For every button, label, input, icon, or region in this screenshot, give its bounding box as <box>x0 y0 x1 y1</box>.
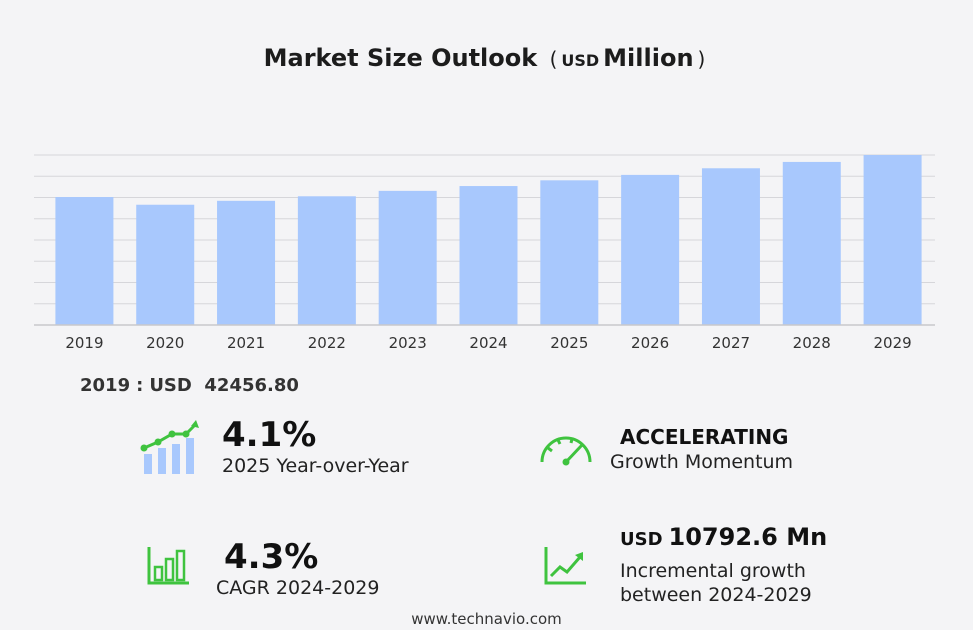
incremental-currency: USD <box>620 529 663 550</box>
yoy-stat: 4.1% 2025 Year-over-Year <box>222 416 409 478</box>
yoy-label: 2025 Year-over-Year <box>222 455 409 477</box>
bar-2022 <box>297 196 356 325</box>
chart-growth-icon <box>140 420 200 482</box>
base-year-stat: 2019: USD 42456.80 <box>80 375 299 396</box>
x-tick-label: 2022 <box>308 334 346 352</box>
bar-2028 <box>782 161 841 325</box>
title-main: Market Size Outlook <box>263 44 538 72</box>
incremental-stat: USD 10792.6 Mn Incremental growth between… <box>620 522 827 607</box>
chart-title: Market Size Outlook (USD Million) <box>0 44 973 72</box>
title-paren-open: ( <box>549 47 558 71</box>
incremental-label-2: between 2024-2029 <box>620 584 812 606</box>
line-chart-icon <box>542 545 588 591</box>
bar-2020 <box>136 204 195 325</box>
bar-chart: 2019 2020 2021 2022 2023 2024 2025 2026 2027 2028… <box>34 154 935 352</box>
bar-2027 <box>701 168 760 325</box>
momentum-label: Growth Momentum <box>610 451 794 473</box>
yoy-value: 4.1% <box>222 415 317 455</box>
momentum-value: ACCELERATING <box>620 425 789 449</box>
cagr-stat: 4.3% CAGR 2024-2029 <box>216 538 379 600</box>
base-sep: : <box>136 375 144 396</box>
x-tick-label: 2025 <box>550 334 588 352</box>
bar-2024 <box>459 186 518 325</box>
x-tick-label: 2021 <box>227 334 265 352</box>
x-tick-label: 2024 <box>469 334 507 352</box>
title-unit-code: USD <box>561 51 600 70</box>
momentum-stat: ACCELERATING Growth Momentum <box>610 424 793 474</box>
x-tick-label: 2019 <box>65 334 103 352</box>
footer-url: www.technavio.com <box>411 610 562 628</box>
incremental-amount: USD 10792.6 Mn <box>620 522 827 555</box>
title-paren-close: ) <box>697 47 706 71</box>
bar-2026 <box>621 174 680 325</box>
title-unit: Million <box>603 44 694 72</box>
cagr-label: CAGR 2024-2029 <box>216 577 380 599</box>
base-currency: USD <box>149 375 192 396</box>
bar-2021 <box>217 200 276 325</box>
bar-chart-icon <box>145 545 191 591</box>
cagr-value: 4.3% <box>224 537 319 577</box>
bar-2023 <box>378 190 437 325</box>
incremental-value: 10792.6 Mn <box>668 523 828 551</box>
x-tick-label: 2028 <box>793 334 831 352</box>
bar-2029 <box>863 155 922 325</box>
base-year: 2019 <box>80 375 131 396</box>
bar-2025 <box>540 180 599 325</box>
x-tick-label: 2027 <box>712 334 750 352</box>
speedometer-icon <box>538 428 594 472</box>
x-tick-label: 2026 <box>631 334 669 352</box>
base-value: 42456.80 <box>204 375 299 396</box>
x-tick-label: 2029 <box>873 334 911 352</box>
x-tick-label: 2020 <box>146 334 184 352</box>
bar-2019 <box>55 197 114 325</box>
x-tick-label: 2023 <box>389 334 427 352</box>
incremental-label-1: Incremental growth <box>620 560 806 582</box>
